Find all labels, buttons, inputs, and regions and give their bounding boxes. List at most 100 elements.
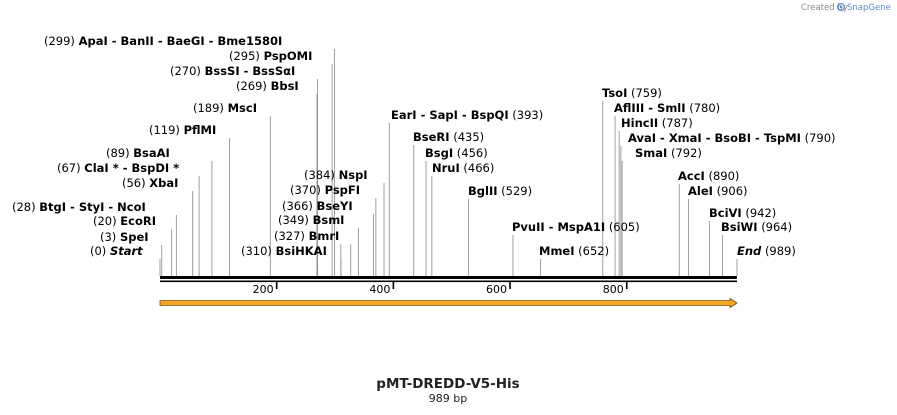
enzyme-name: BssSαI	[252, 64, 295, 78]
site-label-pspfi[interactable]: (370) PspFI	[290, 183, 360, 197]
enzyme-name: BsoBI	[714, 131, 751, 145]
site-label-ecori[interactable]: (20) EcoRI	[93, 214, 156, 228]
site-position: (393)	[512, 108, 543, 122]
site-label-bsiwi[interactable]: BsiWI (964)	[721, 220, 792, 234]
site-label-end[interactable]: End (989)	[737, 244, 796, 258]
site-position: (20)	[93, 214, 117, 228]
site-position: (435)	[453, 130, 484, 144]
site-label-pflmi[interactable]: (119) PflMI	[149, 123, 216, 137]
site-position: (942)	[745, 206, 776, 220]
site-label-acci[interactable]: AccI (890)	[678, 169, 739, 183]
enzyme-name: BsiWI	[721, 220, 758, 234]
site-label-bbsi[interactable]: (269) BbsI	[236, 79, 299, 93]
enzyme-name: ClaI *	[84, 161, 118, 175]
svg-text:(28) BtgI - StyI - NcoI: (28) BtgI - StyI - NcoI	[12, 200, 146, 214]
enzyme-name: PspOMI	[264, 49, 313, 63]
site-position: (270)	[170, 64, 201, 78]
enzyme-name: BaeGI	[167, 34, 205, 48]
enzyme-name: AvaI	[628, 131, 656, 145]
site-label-bsmi[interactable]: (349) BsmI	[278, 213, 344, 227]
enzyme-name: BseRI	[413, 130, 450, 144]
site-position: (964)	[761, 220, 792, 234]
svg-text:(370) PspFI: (370) PspFI	[290, 183, 360, 197]
enzyme-name: SmlI	[657, 101, 686, 115]
site-label-nspi[interactable]: (384) NspI	[304, 168, 368, 182]
site-label-pvuii[interactable]: PvuII - MspA1I (605)	[512, 220, 640, 234]
feature-arrow[interactable]	[159, 297, 738, 309]
site-label-bsgi[interactable]: BsgI (456)	[425, 146, 488, 160]
enzyme-name: MscI	[228, 101, 257, 115]
site-label-bsihkai[interactable]: (310) BsiHKAI	[241, 244, 327, 258]
site-label-alei[interactable]: AleI (906)	[688, 184, 748, 198]
site-label-bsssi[interactable]: (270) BssSI - BssSαI	[170, 64, 295, 78]
site-label-btgi[interactable]: (28) BtgI - StyI - NcoI	[12, 200, 146, 214]
svg-text:HincII (787): HincII (787)	[621, 116, 693, 130]
site-label-start[interactable]: (0) Start	[90, 244, 143, 258]
svg-text:End (989): End (989)	[737, 244, 796, 258]
site-label-bseyi[interactable]: (366) BseYI	[282, 199, 353, 213]
svg-text:(366) BseYI: (366) BseYI	[282, 199, 353, 213]
svg-text:(189) MscI: (189) MscI	[193, 101, 257, 115]
site-label-bseri[interactable]: BseRI (435)	[413, 130, 484, 144]
svg-text:BseRI (435): BseRI (435)	[413, 130, 484, 144]
site-position: (456)	[457, 146, 488, 160]
site-position: (787)	[662, 116, 693, 130]
enzyme-name: BsmI	[313, 213, 345, 227]
site-position: (295)	[229, 49, 260, 63]
enzyme-name: BciVI	[709, 206, 742, 220]
enzyme-name: TspMI	[764, 131, 801, 145]
site-position: (370)	[290, 183, 321, 197]
backbone-top-strand	[160, 276, 737, 279]
enzyme-name: PspFI	[325, 183, 360, 197]
site-label-clai[interactable]: (67) ClaI * - BspDI *	[57, 161, 179, 175]
enzyme-name: Bme1580I	[217, 34, 282, 48]
enzyme-name: BsaAI	[133, 146, 170, 160]
site-label-bglii[interactable]: BglII (529)	[468, 184, 532, 198]
site-position: (989)	[765, 244, 796, 258]
svg-text:(270) BssSI - BssSαI: (270) BssSI - BssSαI	[170, 64, 295, 78]
site-label-mmei[interactable]: MmeI (652)	[539, 244, 609, 258]
site-position: (529)	[501, 184, 532, 198]
svg-text:(327) BmrI: (327) BmrI	[274, 229, 339, 243]
site-label-smai[interactable]: SmaI (792)	[635, 146, 702, 160]
site-label-bcivi[interactable]: BciVI (942)	[709, 206, 776, 220]
site-label-nrui[interactable]: NruI (466)	[432, 161, 494, 175]
svg-text:(67) ClaI * - BspDI *: (67) ClaI * - BspDI *	[57, 161, 179, 175]
svg-text:EarI - SapI - BspQI (393: EarI - SapI - BspQI (393)	[391, 108, 543, 122]
site-label-bsaai[interactable]: (89) BsaAI	[106, 146, 170, 160]
site-position: (119)	[149, 123, 180, 137]
axis-tick-label: 200	[253, 283, 274, 296]
site-label-eari[interactable]: EarI - SapI - BspQI (393)	[391, 108, 543, 122]
site-label-hincii[interactable]: HincII (787)	[621, 116, 693, 130]
enzyme-name: SapI	[429, 108, 458, 122]
svg-text:(119) PflMI: (119) PflMI	[149, 123, 216, 137]
enzyme-name: BseYI	[317, 199, 353, 213]
enzyme-name: TsoI	[602, 86, 627, 100]
site-label-pspomi[interactable]: (295) PspOMI	[229, 49, 312, 63]
site-position: (780)	[689, 101, 720, 115]
svg-text:AleI (906): AleI (906)	[688, 184, 748, 198]
enzyme-name: StyI	[79, 200, 105, 214]
site-label-avai[interactable]: AvaI - XmaI - BsoBI - TspMI (790)	[628, 131, 836, 145]
site-label-msci[interactable]: (189) MscI	[193, 101, 257, 115]
enzyme-name: BspDI *	[132, 161, 180, 175]
svg-text:AflIII - SmlI (780): AflIII - SmlI (780)	[614, 101, 720, 115]
site-position: (56)	[122, 176, 146, 190]
svg-text:(310) BsiHKAI: (310) BsiHKAI	[241, 244, 327, 258]
site-label-aflIII[interactable]: AflIII - SmlI (780)	[614, 101, 720, 115]
site-position: (327)	[274, 229, 305, 243]
site-label-bmri[interactable]: (327) BmrI	[274, 229, 339, 243]
site-label-xbai[interactable]: (56) XbaI	[122, 176, 178, 190]
site-position: (67)	[57, 161, 81, 175]
site-label-apai[interactable]: (299) ApaI - BanII - BaeGI - Bme1580I	[44, 34, 282, 48]
svg-text:BsgI (456): BsgI (456)	[425, 146, 488, 160]
svg-text:SmaI (792): SmaI (792)	[635, 146, 702, 160]
svg-text:BciVI (942): BciVI (942)	[709, 206, 776, 220]
enzyme-name: BglII	[468, 184, 498, 198]
enzyme-name: AleI	[688, 184, 713, 198]
site-position: (792)	[671, 146, 702, 160]
svg-text:(3) SpeI: (3) SpeI	[100, 230, 149, 244]
site-label-spei[interactable]: (3) SpeI	[100, 230, 149, 244]
site-label-tsoi[interactable]: TsoI (759)	[602, 86, 662, 100]
